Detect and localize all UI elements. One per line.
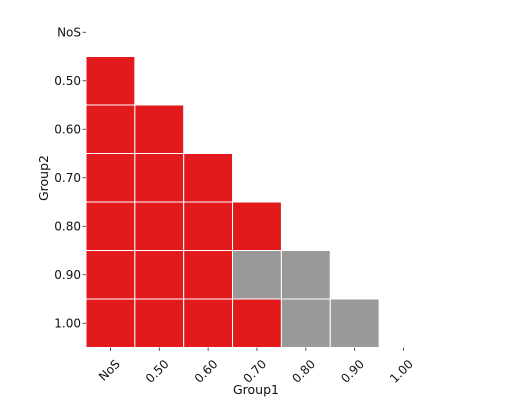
y-tick-label: 1.00 bbox=[54, 316, 81, 330]
heatmap-cell bbox=[280, 298, 331, 348]
x-axis: NoS 0.50 0.60 0.70 0.80 0.90 1.00 bbox=[96, 347, 416, 386]
heatmap-cell bbox=[134, 298, 185, 348]
heatmap-cell bbox=[85, 298, 136, 348]
heatmap-cell bbox=[183, 250, 234, 300]
y-tick-label: 0.70 bbox=[54, 171, 81, 185]
heatmap-cell bbox=[85, 104, 136, 154]
x-tick-label: 0.90 bbox=[338, 357, 367, 386]
heatmap-cell bbox=[232, 250, 282, 300]
heatmap-cell bbox=[85, 201, 136, 251]
heatmap-cell bbox=[232, 201, 282, 251]
heatmap-cell bbox=[280, 250, 331, 300]
heatmap-cell bbox=[134, 104, 185, 154]
y-tick-label: 0.80 bbox=[54, 219, 81, 233]
x-tick-label: 0.50 bbox=[143, 357, 172, 386]
heatmap-cell bbox=[183, 201, 234, 251]
heatmap-cell bbox=[183, 153, 234, 203]
x-tick-label: 0.60 bbox=[192, 357, 221, 386]
heatmap-cell bbox=[134, 250, 185, 300]
y-axis: NoS 0.50 0.60 0.70 0.80 0.90 1.00 bbox=[54, 25, 86, 330]
heatmap-cell bbox=[183, 298, 234, 348]
heatmap-cell bbox=[134, 201, 185, 251]
x-tick-label: NoS bbox=[96, 357, 123, 384]
x-tick-label: 0.80 bbox=[289, 357, 318, 386]
heatmap-cell bbox=[85, 153, 136, 203]
y-tick-label: 0.60 bbox=[54, 122, 81, 136]
x-axis-label: Group1 bbox=[233, 382, 279, 397]
x-tick-label: 1.00 bbox=[387, 357, 416, 386]
heatmap-cell bbox=[232, 298, 282, 348]
heatmap-cells bbox=[85, 56, 380, 348]
heatmap-cell bbox=[134, 153, 185, 203]
y-tick-label: 0.90 bbox=[54, 268, 81, 282]
y-axis-label: Group2 bbox=[36, 155, 51, 201]
heatmap-cell bbox=[85, 56, 136, 106]
y-tick-label: NoS bbox=[57, 25, 81, 39]
heatmap-cell bbox=[85, 250, 136, 300]
heatmap-cell bbox=[329, 298, 380, 348]
y-tick-label: 0.50 bbox=[54, 74, 81, 88]
